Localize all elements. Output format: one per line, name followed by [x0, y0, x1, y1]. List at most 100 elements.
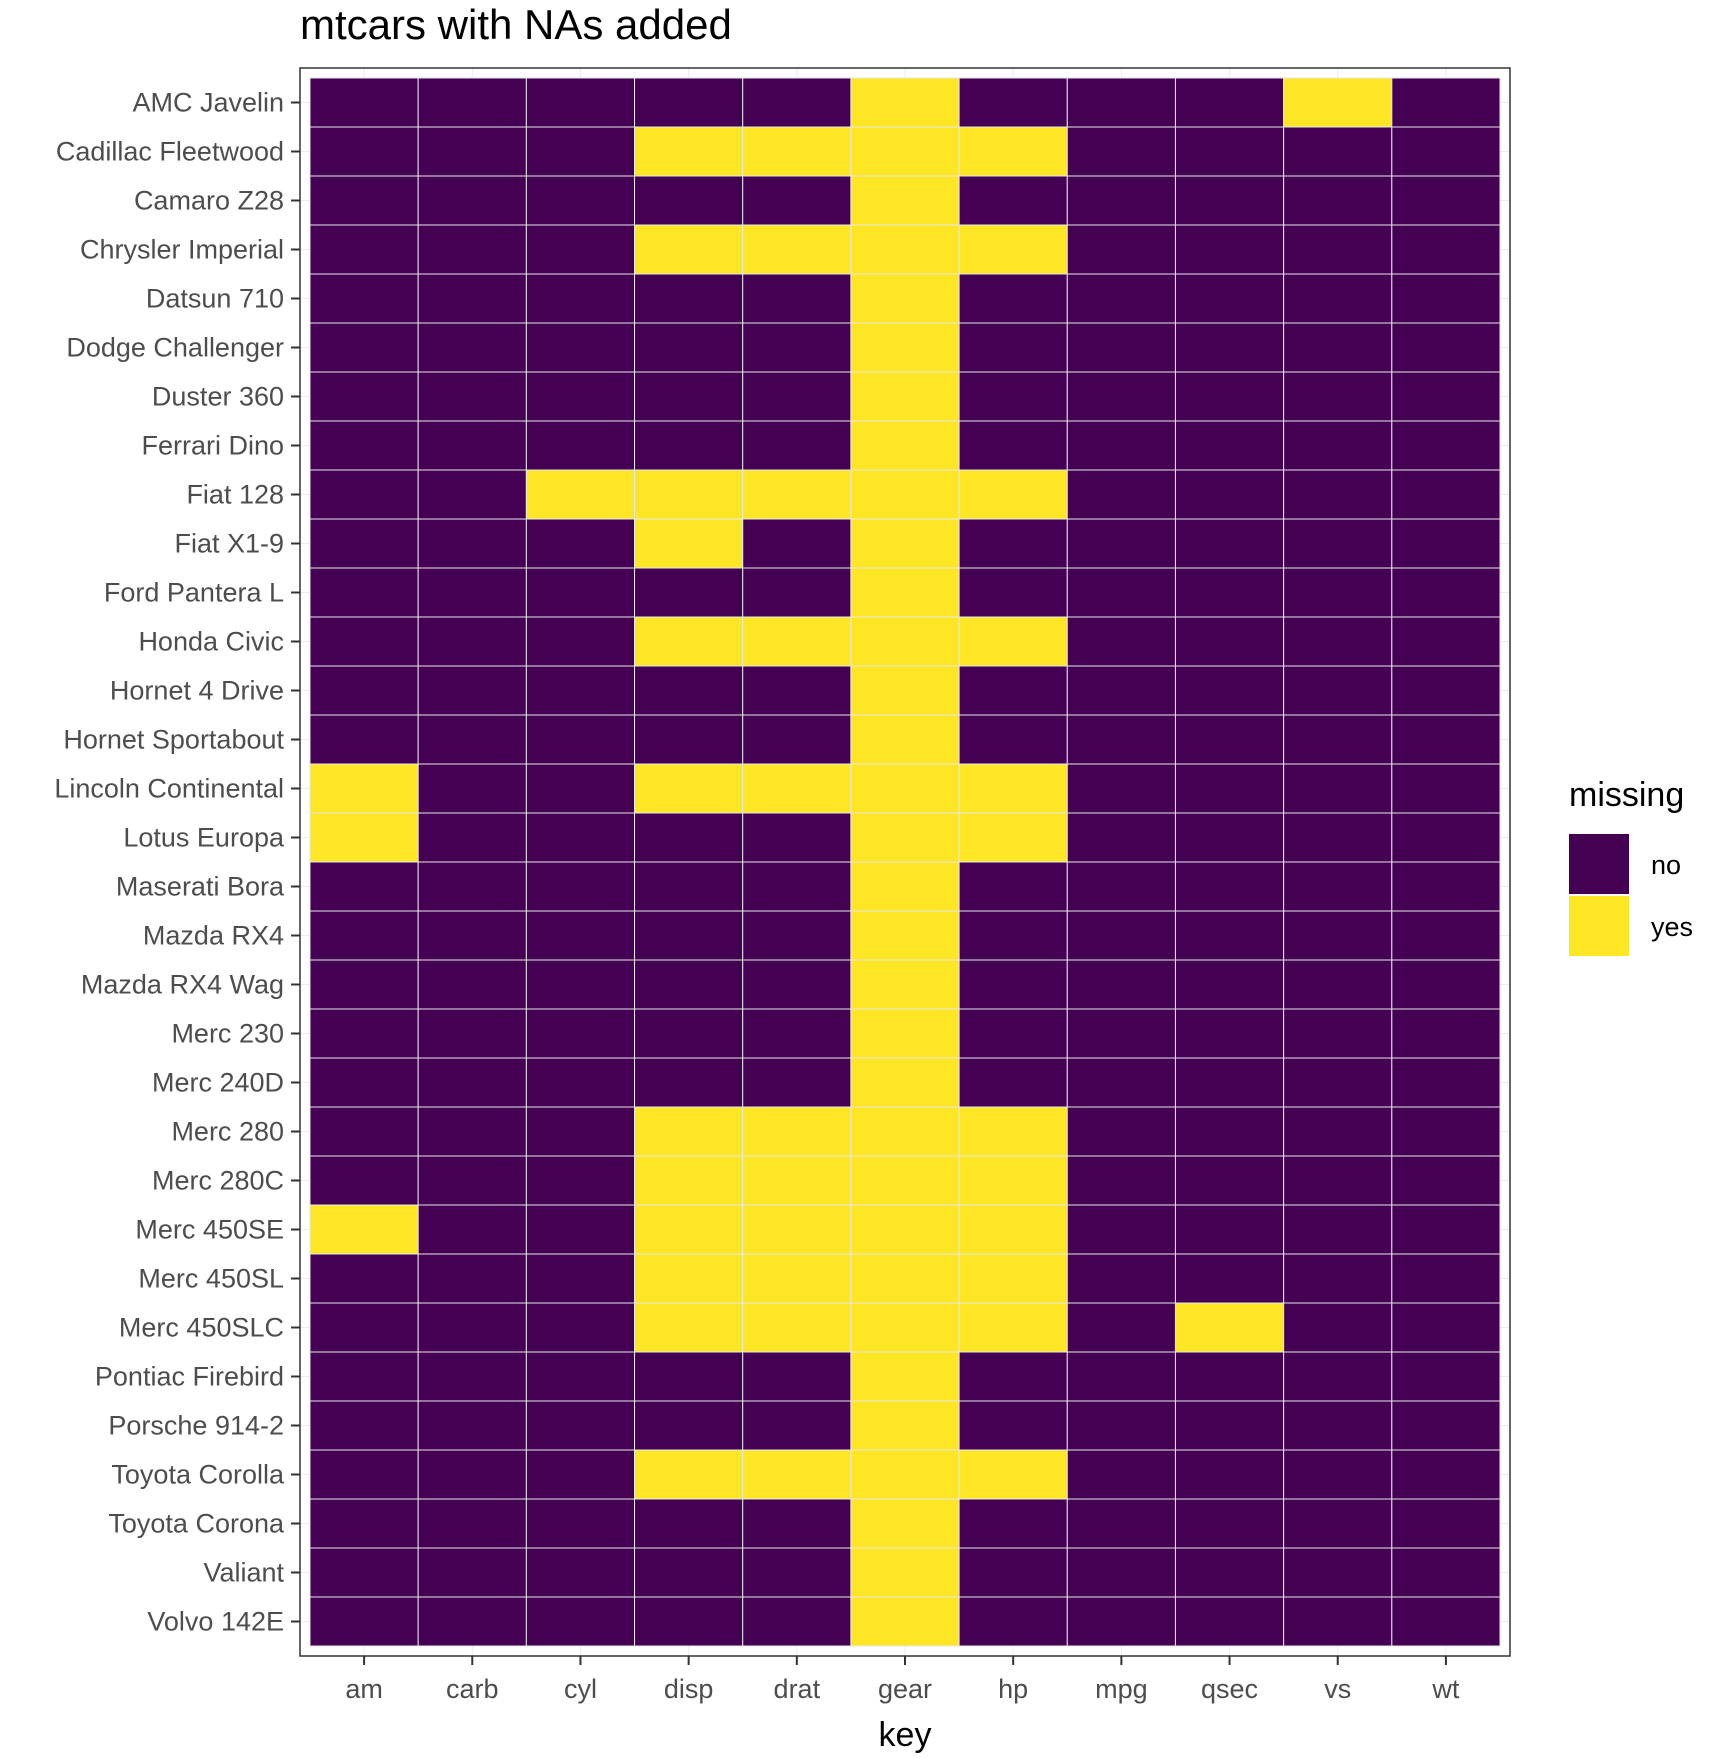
y-tick-label: Merc 450SLC: [119, 1313, 284, 1343]
heatmap-cell: [634, 322, 744, 373]
heatmap-cell: [742, 616, 852, 667]
heatmap-cell: [1391, 1106, 1501, 1157]
heatmap-cell: [1174, 1498, 1285, 1549]
heatmap-cell: [1283, 1400, 1393, 1451]
heatmap-cell: [850, 714, 960, 765]
heatmap-cell: [1391, 1400, 1501, 1451]
heatmap-cell: [850, 1449, 960, 1500]
x-tick-label: wt: [1431, 1674, 1459, 1704]
heatmap-cell: [742, 1106, 852, 1157]
heatmap-cell: [309, 77, 419, 128]
heatmap-cell: [1283, 175, 1393, 226]
heatmap-cell: [634, 77, 744, 128]
heatmap-cell: [417, 126, 527, 177]
y-tick-label: Mazda RX4 Wag: [81, 970, 284, 1000]
heatmap-cell: [958, 518, 1068, 569]
heatmap-cell: [525, 812, 636, 863]
heatmap-cell: [1391, 1057, 1501, 1108]
heatmap-cell: [958, 1547, 1068, 1598]
heatmap-cell: [1391, 1547, 1501, 1598]
heatmap-cell: [742, 1302, 852, 1353]
heatmap-cell: [1174, 763, 1285, 814]
legend-title: missing: [1569, 776, 1684, 814]
heatmap-cell: [742, 77, 852, 128]
heatmap-cell: [634, 1302, 744, 1353]
heatmap-cell: [1391, 1008, 1501, 1059]
heatmap-cell: [1066, 1057, 1176, 1108]
heatmap-cell: [309, 1106, 419, 1157]
heatmap-cell: [850, 910, 960, 961]
heatmap-cell: [309, 469, 419, 520]
heatmap-cell: [525, 1302, 636, 1353]
heatmap-cell: [1391, 322, 1501, 373]
heatmap-cell: [1391, 714, 1501, 765]
heatmap-cell: [1174, 1204, 1285, 1255]
heatmap-cell: [634, 665, 744, 716]
heatmap-cell: [958, 1204, 1068, 1255]
heatmap-cell: [525, 1351, 636, 1402]
heatmap-cell: [958, 1155, 1068, 1206]
heatmap-cell: [850, 1596, 960, 1647]
legend-keys: no yes: [1569, 834, 1693, 956]
heatmap-cell: [417, 1547, 527, 1598]
heatmap-cell: [1391, 469, 1501, 520]
heatmap-cell: [634, 175, 744, 226]
heatmap-cell: [1066, 224, 1176, 275]
heatmap-cell: [525, 665, 636, 716]
heatmap-cell: [1174, 1351, 1285, 1402]
heatmap-cell: [417, 175, 527, 226]
heatmap-cell: [1391, 420, 1501, 471]
legend: missing no yes: [1569, 776, 1693, 956]
heatmap-cell: [417, 910, 527, 961]
y-tick-label: Lotus Europa: [123, 823, 285, 853]
heatmap-cell: [1174, 1057, 1285, 1108]
heatmap-cell: [1174, 1155, 1285, 1206]
heatmap-cell: [958, 1253, 1068, 1304]
heatmap-cell: [742, 714, 852, 765]
heatmap-cell: [850, 1400, 960, 1451]
y-tick-label: Merc 450SL: [138, 1264, 284, 1294]
heatmap-cells: [309, 77, 1501, 1647]
heatmap-cell: [1174, 469, 1285, 520]
heatmap-cell: [1066, 714, 1176, 765]
heatmap-cell: [850, 1204, 960, 1255]
heatmap-cell: [1391, 126, 1501, 177]
heatmap-cell: [417, 1351, 527, 1402]
heatmap-cell: [850, 77, 960, 128]
heatmap-cell: [1283, 959, 1393, 1010]
y-axis: AMC Javelin Cadillac Fleetwood Camaro Z28 C…: [54, 88, 300, 1637]
heatmap-cell: [1391, 273, 1501, 324]
heatmap-cell: [742, 273, 852, 324]
heatmap-cell: [525, 371, 636, 422]
heatmap-cell: [525, 469, 636, 520]
heatmap-cell: [958, 567, 1068, 618]
heatmap-cell: [1066, 1106, 1176, 1157]
heatmap-cell: [958, 77, 1068, 128]
x-tick-label: vs: [1324, 1674, 1351, 1704]
heatmap-cell: [525, 1547, 636, 1598]
heatmap-cell: [1283, 1008, 1393, 1059]
heatmap-cell: [742, 763, 852, 814]
heatmap-cell: [634, 224, 744, 275]
heatmap-cell: [417, 224, 527, 275]
heatmap-cell: [1391, 910, 1501, 961]
heatmap-cell: [1174, 567, 1285, 618]
heatmap-cell: [742, 371, 852, 422]
x-tick-label: qsec: [1201, 1674, 1258, 1704]
heatmap-cell: [525, 1008, 636, 1059]
heatmap-cell: [634, 1498, 744, 1549]
heatmap-cell: [1066, 1351, 1176, 1402]
heatmap-cell: [1066, 1449, 1176, 1500]
heatmap-cell: [525, 861, 636, 912]
heatmap-cell: [958, 126, 1068, 177]
heatmap-cell: [634, 763, 744, 814]
heatmap-cell: [1283, 420, 1393, 471]
heatmap-cell: [850, 420, 960, 471]
heatmap-cell: [1066, 1253, 1176, 1304]
heatmap-cell: [1066, 665, 1176, 716]
heatmap-cell: [309, 1400, 419, 1451]
x-axis: am carb cyl disp drat gear hp mpg qsec vs wt: [345, 1656, 1460, 1704]
heatmap-cell: [1391, 665, 1501, 716]
heatmap-cell: [309, 1351, 419, 1402]
heatmap-cell: [634, 1106, 744, 1157]
